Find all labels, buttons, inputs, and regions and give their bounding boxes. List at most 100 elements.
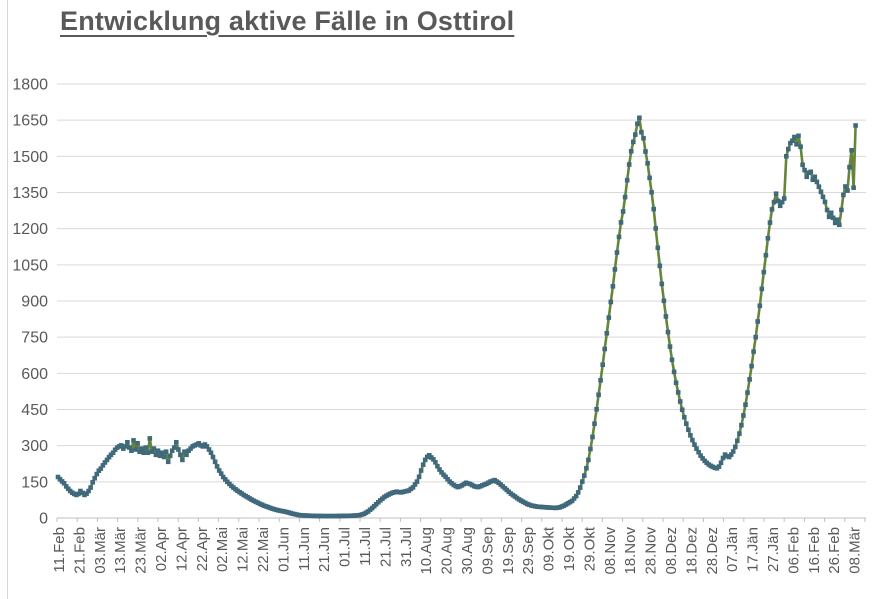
data-point-marker: [616, 234, 622, 240]
data-point-marker: [590, 434, 595, 440]
data-point-marker: [655, 245, 661, 250]
data-point-marker: [155, 448, 161, 453]
data-point-marker: [810, 177, 816, 182]
x-tick-label: 07.Jän: [724, 527, 741, 572]
data-point-marker: [631, 139, 636, 145]
data-point-marker: [416, 474, 422, 480]
data-point-marker: [653, 226, 658, 231]
data-point-marker: [839, 207, 844, 213]
data-point-marker: [692, 442, 697, 447]
x-tick-label: 16.Feb: [806, 527, 823, 574]
data-point-marker: [63, 484, 69, 489]
data-point-marker: [716, 464, 722, 469]
data-point-marker: [210, 454, 216, 460]
data-point-marker: [437, 467, 442, 472]
data-point-marker: [178, 452, 183, 458]
data-point-marker: [786, 146, 791, 152]
data-point-marker: [812, 174, 818, 180]
y-tick-label: 1050: [12, 257, 48, 274]
data-point-marker: [751, 349, 756, 354]
data-point-marker: [745, 390, 750, 395]
x-tick-label: 23.Mär: [133, 527, 150, 574]
data-point-marker: [157, 453, 163, 459]
data-point-marker: [628, 149, 634, 154]
data-point-marker: [608, 299, 614, 305]
y-tick-label: 450: [21, 402, 48, 419]
x-tick-label: 12.Mai: [235, 527, 252, 572]
data-point-marker: [165, 459, 171, 465]
data-point-marker: [845, 188, 850, 193]
data-point-marker: [143, 445, 148, 450]
data-point-marker: [133, 447, 138, 452]
data-point-marker: [669, 357, 675, 363]
data-point-marker: [790, 138, 795, 143]
x-tick-label: 01.Jul: [337, 527, 354, 567]
data-point-marker: [610, 284, 616, 289]
data-point-marker: [690, 437, 695, 443]
data-point-marker: [763, 252, 769, 258]
data-point-marker: [757, 303, 763, 309]
data-point-marker: [129, 448, 134, 453]
data-point-marker: [798, 144, 803, 149]
data-point-marker: [767, 220, 773, 225]
data-point-marker: [223, 477, 228, 482]
data-point-marker: [784, 154, 789, 159]
data-point-marker: [737, 431, 742, 436]
data-point-marker: [622, 194, 628, 200]
data-point-marker: [661, 298, 667, 304]
data-point-marker: [773, 191, 779, 196]
data-point-marker: [808, 169, 814, 175]
data-point-marker: [820, 194, 826, 200]
data-point-marker: [822, 199, 828, 205]
x-tick-label: 09.Sep: [479, 527, 496, 575]
data-point-marker: [686, 427, 691, 433]
data-point-marker: [418, 468, 424, 473]
data-point-marker: [743, 402, 748, 407]
data-point-marker: [677, 399, 683, 404]
y-tick-label: 600: [21, 366, 48, 383]
data-point-marker: [824, 207, 830, 213]
data-point-marker: [614, 250, 620, 255]
data-point-marker: [102, 460, 108, 465]
data-point-marker: [769, 207, 775, 212]
x-tick-label: 09.Okt: [541, 526, 558, 571]
x-tick-label: 27.Jän: [765, 527, 782, 572]
data-point-marker: [726, 454, 732, 460]
x-tick-label: 28.Dez: [704, 527, 721, 575]
data-point-marker: [696, 449, 701, 455]
data-point-marker: [151, 446, 157, 451]
y-tick-label: 1650: [12, 113, 48, 130]
chart-frame-border: [7, 0, 8, 599]
data-point-marker: [206, 447, 212, 452]
data-point-marker: [633, 132, 638, 137]
data-point-marker: [665, 329, 671, 335]
data-point-marker: [174, 440, 179, 445]
x-tick-label: 21.Jul: [377, 527, 394, 567]
data-point-marker: [720, 455, 726, 461]
data-point-marker: [779, 199, 785, 205]
data-point-marker: [571, 496, 577, 501]
data-point-marker: [569, 498, 575, 504]
data-point-marker: [671, 369, 677, 375]
data-point-marker: [700, 456, 705, 461]
data-point-marker: [600, 362, 605, 367]
x-tick-label: 03.Mär: [92, 527, 109, 574]
data-point-marker: [794, 142, 799, 147]
x-tick-label: 29.Sep: [520, 527, 537, 575]
data-point-marker: [137, 449, 142, 454]
data-point-marker: [826, 214, 832, 220]
x-tick-label: 29.Okt: [581, 526, 598, 571]
data-point-marker: [753, 334, 758, 340]
data-point-marker: [604, 331, 610, 336]
data-point-marker: [832, 220, 838, 226]
data-point-marker: [602, 346, 607, 352]
data-point-marker: [594, 407, 599, 412]
x-tick-label: 17.Jän: [745, 527, 762, 572]
data-point-marker: [802, 167, 807, 173]
data-point-marker: [90, 480, 95, 485]
x-tick-label: 21.Jun: [316, 527, 333, 572]
data-point-marker: [161, 454, 167, 460]
data-point-marker: [214, 464, 220, 469]
data-point-marker: [679, 407, 685, 412]
